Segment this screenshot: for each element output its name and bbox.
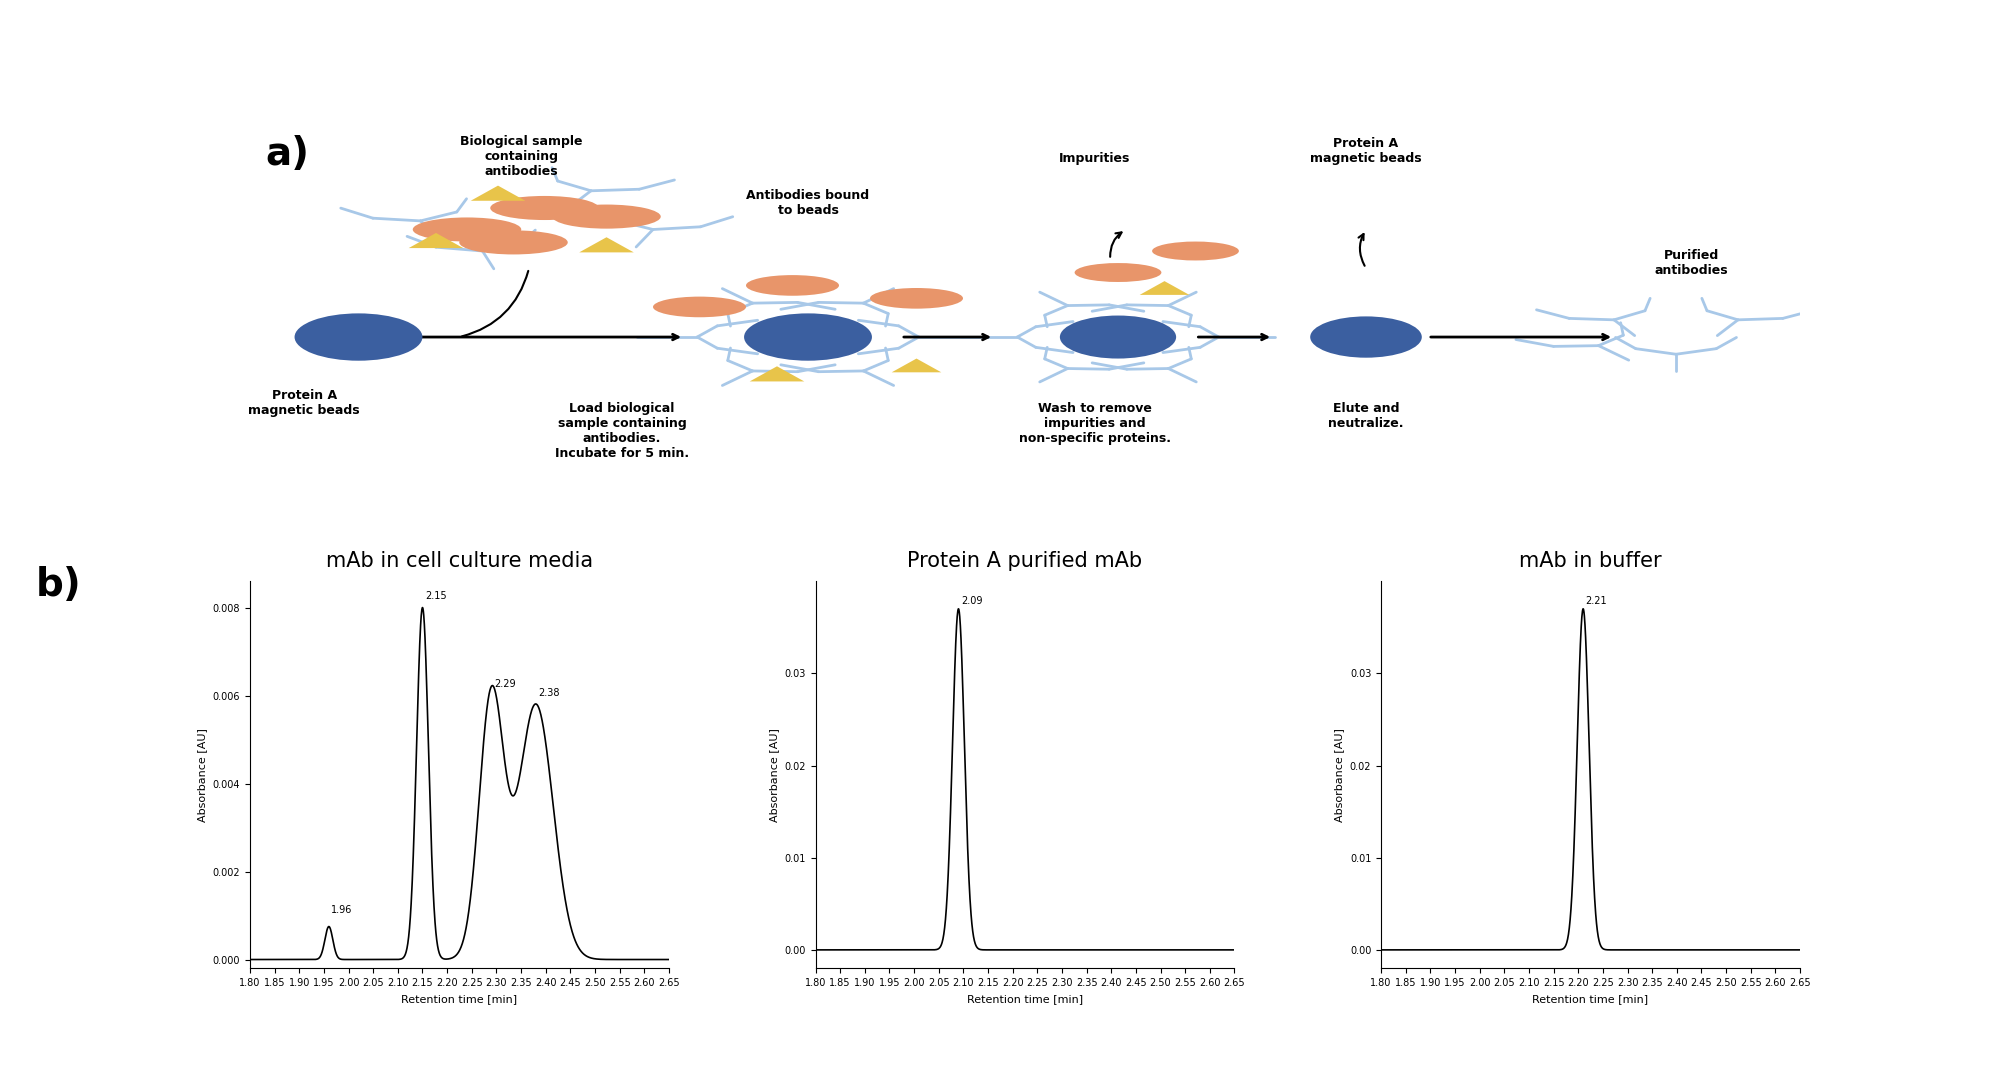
Text: 2.38: 2.38: [538, 688, 560, 697]
Ellipse shape: [460, 231, 568, 255]
Ellipse shape: [870, 288, 964, 309]
X-axis label: Retention time [min]: Retention time [min]: [966, 993, 1084, 1003]
X-axis label: Retention time [min]: Retention time [min]: [402, 993, 518, 1003]
Ellipse shape: [1060, 316, 1176, 359]
Text: b): b): [36, 566, 82, 604]
Y-axis label: Absorbance [AU]: Absorbance [AU]: [768, 728, 778, 821]
Ellipse shape: [490, 196, 598, 220]
Ellipse shape: [746, 275, 840, 296]
Title: mAb in cell culture media: mAb in cell culture media: [326, 552, 594, 571]
Title: Protein A purified mAb: Protein A purified mAb: [908, 552, 1142, 571]
Ellipse shape: [1152, 242, 1238, 260]
Polygon shape: [470, 186, 526, 201]
Text: Protein A
magnetic beads: Protein A magnetic beads: [1310, 137, 1422, 165]
X-axis label: Retention time [min]: Retention time [min]: [1532, 993, 1648, 1003]
Title: mAb in buffer: mAb in buffer: [1520, 552, 1662, 571]
Polygon shape: [580, 237, 634, 252]
Y-axis label: Absorbance [AU]: Absorbance [AU]: [1334, 728, 1344, 821]
Text: Protein A
magnetic beads: Protein A magnetic beads: [248, 388, 360, 417]
Ellipse shape: [1074, 263, 1162, 282]
Polygon shape: [892, 359, 942, 372]
Ellipse shape: [412, 218, 522, 242]
Text: Purified
antibodies: Purified antibodies: [1654, 249, 1728, 276]
Polygon shape: [750, 367, 804, 382]
Ellipse shape: [744, 313, 872, 361]
Polygon shape: [408, 233, 464, 248]
Text: Elute and
neutralize.: Elute and neutralize.: [1328, 401, 1404, 430]
Polygon shape: [1140, 281, 1190, 295]
Text: Antibodies bound
to beads: Antibodies bound to beads: [746, 188, 870, 217]
Ellipse shape: [652, 297, 746, 318]
Text: 2.09: 2.09: [960, 596, 982, 606]
Text: Biological sample
containing
antibodies: Biological sample containing antibodies: [460, 135, 582, 177]
Text: 2.21: 2.21: [1586, 596, 1608, 606]
Text: Wash to remove
impurities and
non-specific proteins.: Wash to remove impurities and non-specif…: [1018, 401, 1170, 445]
Text: 2.29: 2.29: [494, 679, 516, 689]
Text: a): a): [266, 135, 310, 173]
Text: 1.96: 1.96: [332, 905, 352, 915]
Text: Load biological
sample containing
antibodies.
Incubate for 5 min.: Load biological sample containing antibo…: [554, 401, 690, 459]
Ellipse shape: [1310, 317, 1422, 358]
Ellipse shape: [552, 205, 660, 228]
Ellipse shape: [294, 313, 422, 361]
Y-axis label: Absorbance [AU]: Absorbance [AU]: [198, 728, 208, 821]
Text: 2.15: 2.15: [424, 591, 446, 601]
Text: Impurities: Impurities: [1060, 152, 1130, 165]
